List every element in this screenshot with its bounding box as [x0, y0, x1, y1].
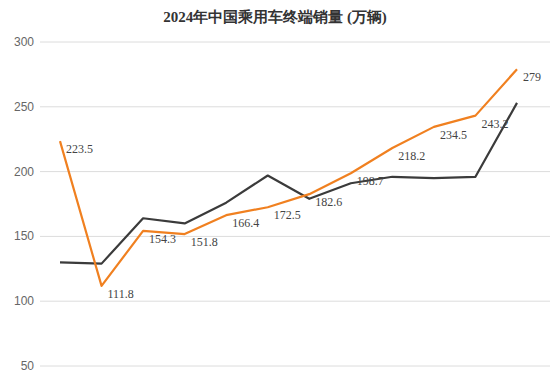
- y-tick-label: 150: [14, 229, 34, 243]
- data-label: 182.6: [315, 195, 342, 209]
- y-tick-label: 100: [14, 294, 34, 308]
- data-label: 223.5: [66, 142, 93, 156]
- data-label: 279: [523, 70, 541, 84]
- chart: 2024年中国乘用车终端销量 (万辆) 50 100 150 200 250 300 223.…: [0, 0, 550, 378]
- title: 2024年中国乘用车终端销量 (万辆): [163, 8, 387, 26]
- grid-line: [40, 42, 550, 43]
- data-label: 166.4: [232, 216, 259, 230]
- series-line: [60, 103, 517, 264]
- y-tick-label: 200: [14, 165, 34, 179]
- data-label: 218.2: [398, 149, 425, 163]
- y-tick-label: 50: [21, 359, 35, 373]
- grid-line: [40, 236, 550, 237]
- y-tick-label: 300: [14, 35, 34, 49]
- plot-area: [60, 69, 517, 286]
- grid-line: [40, 366, 550, 367]
- grid-line: [40, 171, 550, 172]
- data-label: 151.8: [191, 235, 218, 249]
- data-label: 154.3: [149, 232, 176, 246]
- data-label: 243.2: [481, 117, 508, 131]
- data-label: 234.5: [440, 128, 467, 142]
- series-line: [60, 69, 517, 286]
- y-tick-label: 250: [14, 100, 34, 114]
- data-label: 111.8: [108, 287, 134, 301]
- chart-svg: 2024年中国乘用车终端销量 (万辆) 50 100 150 200 250 300 223.…: [0, 0, 550, 378]
- data-label: 172.5: [274, 208, 301, 222]
- data-label: 198.7: [357, 174, 384, 188]
- data-labels: 223.5 111.8 154.3 151.8 166.4 172.5 182.6 198.7…: [66, 70, 541, 301]
- grid-line: [40, 106, 550, 107]
